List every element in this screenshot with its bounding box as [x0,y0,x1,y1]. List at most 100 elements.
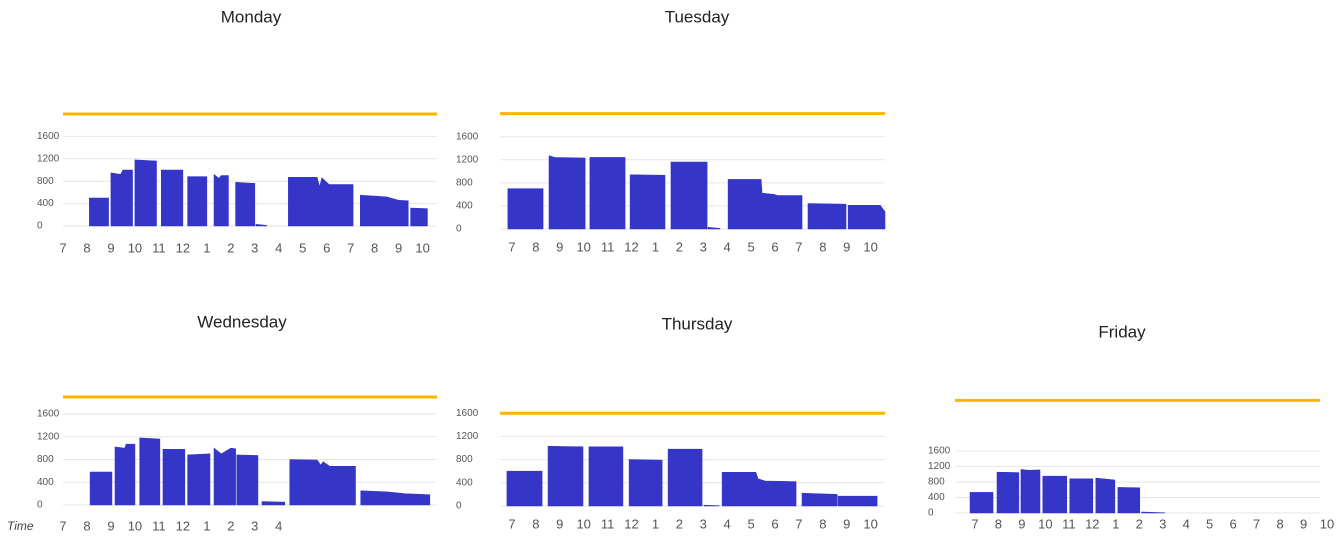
x-tick-label: 10 [415,240,429,255]
area [506,445,878,507]
y-tick-label: 1200 [37,431,60,442]
x-tick-label: 12 [176,240,190,255]
x-tick-label: 11 [1062,516,1076,531]
x-tick-label: 5 [747,239,754,254]
x-tick-label: 4 [275,240,282,255]
x-tick-label: 11 [152,240,166,255]
chart-title: Thursday [662,314,733,333]
x-tick-label: 7 [508,239,515,254]
x-tick-label: 5 [747,516,754,531]
chart-title: Monday [221,7,282,26]
x-tick-label: 2 [676,239,683,254]
y-tick-label: 1600 [37,131,60,142]
x-tick-label: 11 [601,516,615,531]
x-tick-label: 9 [107,518,114,533]
x-tick-label: 7 [59,240,66,255]
y-tick-label: 400 [37,198,54,209]
x-tick-label: 8 [371,240,378,255]
y-tick-label: 1600 [37,409,60,420]
x-tick-label: 2 [227,518,234,533]
x-tick-label: 9 [107,240,114,255]
y-tick-label: 0 [928,508,934,519]
chart-title: Tuesday [665,7,730,26]
y-tick-label: 400 [37,477,54,488]
x-tick-label: 8 [532,239,539,254]
x-tick-label: 10 [128,240,142,255]
x-tick-label: 3 [700,239,707,254]
y-tick-label: 0 [456,501,462,512]
x-tick-label: 12 [1085,516,1099,531]
x-tick-label: 6 [771,239,778,254]
y-tick-label: 800 [37,454,54,465]
area [507,155,886,230]
x-tick-label: 3 [251,518,258,533]
x-tick-label: 6 [323,240,330,255]
y-tick-label: 800 [928,477,945,488]
y-tick-label: 800 [37,176,54,187]
x-tick-label: 7 [59,518,66,533]
x-tick-label: 1 [203,518,210,533]
x-tick-label: 10 [1320,516,1334,531]
x-tick-label: 1 [1112,516,1119,531]
x-tick-label: 9 [843,239,850,254]
x-tick-label: 11 [152,518,166,533]
x-tick-label: 3 [700,516,707,531]
x-tick-label: 9 [556,239,563,254]
x-tick-label: 11 [601,239,615,254]
x-tick-label: 12 [624,516,638,531]
y-tick-label: 0 [37,500,43,511]
y-tick-label: 800 [456,454,473,465]
x-tick-label: 2 [227,240,234,255]
x-tick-label: 6 [771,516,778,531]
y-tick-label: 1200 [456,154,479,165]
area [89,437,431,506]
x-tick-label: 10 [576,516,590,531]
x-tick-label: 4 [724,516,731,531]
x-tick-label: 9 [1300,516,1307,531]
x-tick-label: 6 [1230,516,1237,531]
x-tick-label: 5 [299,240,306,255]
y-tick-label: 1200 [456,431,479,442]
y-tick-label: 1600 [456,131,479,142]
x-tick-label: 10 [863,239,877,254]
x-tick-label: 8 [83,240,90,255]
x-tick-label: 10 [576,239,590,254]
y-tick-label: 1600 [928,446,951,457]
y-tick-label: 400 [928,492,945,503]
y-tick-label: 1600 [456,408,479,419]
x-tick-label: 7 [508,516,515,531]
x-tick-label: 7 [795,516,802,531]
x-tick-label: 8 [995,516,1002,531]
chart-title: Wednesday [197,312,287,331]
x-tick-label: 9 [395,240,402,255]
y-tick-label: 400 [456,201,473,212]
x-tick-label: 1 [652,516,659,531]
x-tick-label: 8 [532,516,539,531]
y-tick-label: 800 [456,177,473,188]
y-tick-label: 1200 [37,153,60,164]
y-tick-label: 0 [37,221,43,232]
x-axis-label: Time [7,519,34,533]
x-tick-label: 2 [676,516,683,531]
y-tick-label: 400 [456,477,473,488]
x-tick-label: 7 [971,516,978,531]
x-tick-label: 8 [819,239,826,254]
x-tick-label: 10 [128,518,142,533]
area [969,469,1166,514]
chart-title: Friday [1098,322,1146,341]
x-tick-label: 8 [83,518,90,533]
x-tick-label: 10 [863,516,877,531]
x-tick-label: 2 [1136,516,1143,531]
x-tick-label: 7 [795,239,802,254]
x-tick-label: 8 [1276,516,1283,531]
x-tick-label: 3 [251,240,258,255]
x-tick-label: 5 [1206,516,1213,531]
x-tick-label: 7 [347,240,354,255]
x-tick-label: 12 [624,239,638,254]
x-tick-label: 3 [1159,516,1166,531]
